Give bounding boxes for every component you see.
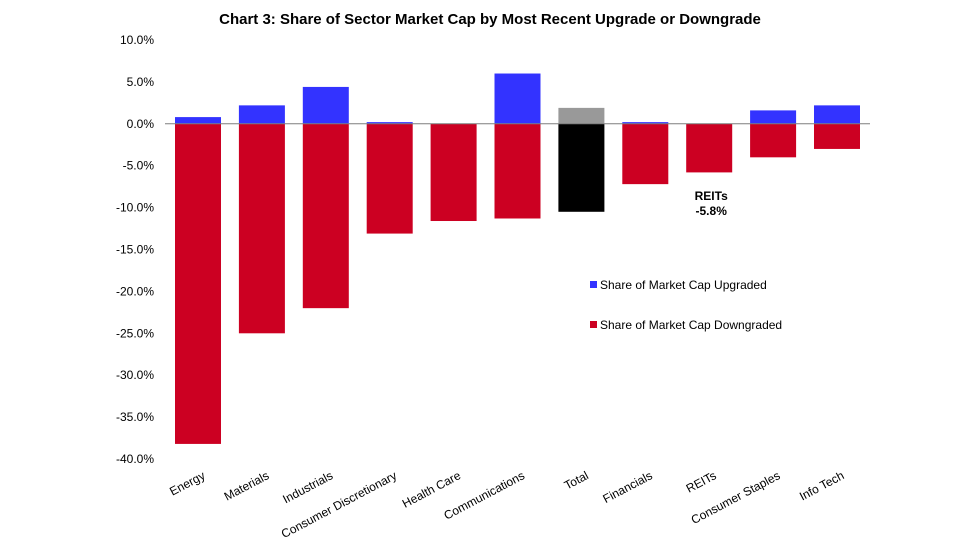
bar-downgraded xyxy=(366,123,413,234)
legend: Share of Market Cap Upgraded Share of Ma… xyxy=(590,278,782,332)
legend-swatch-downgraded xyxy=(590,321,597,328)
bar-upgraded xyxy=(302,86,349,124)
x-tick-label: Total xyxy=(562,468,591,492)
y-tick-label: -10.0% xyxy=(116,201,154,215)
bar-downgraded xyxy=(238,123,285,334)
bar-downgraded xyxy=(622,123,669,185)
y-tick-label: 10.0% xyxy=(120,33,154,47)
y-tick-label: 5.0% xyxy=(127,75,155,89)
x-tick-label: Industrials xyxy=(280,468,335,506)
bar-downgraded xyxy=(430,123,477,222)
annotation-label: REITs xyxy=(695,189,728,203)
legend-label-upgraded: Share of Market Cap Upgraded xyxy=(600,278,767,292)
y-tick-label: -20.0% xyxy=(116,284,154,298)
bar-upgraded xyxy=(750,110,797,124)
reits-annotation: REITs -5.8% xyxy=(695,189,728,218)
y-tick-label: 0.0% xyxy=(127,117,155,131)
bar-upgraded xyxy=(238,105,285,124)
y-tick-label: -25.0% xyxy=(116,326,154,340)
bar-downgraded xyxy=(558,123,605,212)
x-tick-label: Consumer Discretionary xyxy=(279,468,399,541)
x-tick-label: Energy xyxy=(167,468,207,498)
bar-upgraded xyxy=(558,107,605,124)
legend-swatch-upgraded xyxy=(590,281,597,288)
bar-upgraded xyxy=(814,105,860,124)
bar-downgraded xyxy=(686,123,733,173)
chart-title: Chart 3: Share of Sector Market Cap by M… xyxy=(219,11,761,28)
y-tick-label: -5.0% xyxy=(123,159,155,173)
legend-label-downgraded: Share of Market Cap Downgraded xyxy=(600,318,782,332)
y-tick-label: -15.0% xyxy=(116,243,154,257)
y-tick-label: -35.0% xyxy=(116,410,154,424)
x-tick-label: Info Tech xyxy=(797,468,846,503)
y-axis: 10.0% 5.0% 0.0% -5.0% -10.0% -15.0% -20.0% -25.… xyxy=(116,33,154,466)
bar-upgraded xyxy=(622,122,669,124)
bar-downgraded xyxy=(750,123,797,158)
bars xyxy=(175,73,860,444)
bar-upgraded xyxy=(175,117,221,124)
y-tick-label: -30.0% xyxy=(116,368,154,382)
bar-downgraded xyxy=(814,123,860,149)
bar-downgraded xyxy=(494,123,541,219)
bar-upgraded xyxy=(366,122,413,124)
x-tick-label: REITs xyxy=(684,468,719,495)
x-tick-label: Materials xyxy=(222,468,272,503)
annotation-value: -5.8% xyxy=(696,204,728,218)
bar-downgraded xyxy=(302,123,349,309)
x-tick-label: Financials xyxy=(600,468,654,506)
bar-upgraded xyxy=(494,73,541,124)
y-tick-label: -40.0% xyxy=(116,452,154,466)
bar-downgraded xyxy=(175,123,221,444)
